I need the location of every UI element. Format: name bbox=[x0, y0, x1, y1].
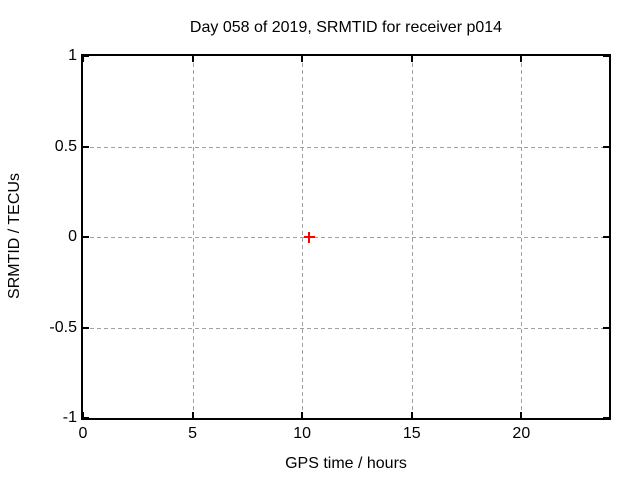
x-tick-mark-top bbox=[520, 56, 523, 62]
x-tick-label: 20 bbox=[512, 425, 531, 442]
y-gridline bbox=[83, 146, 609, 148]
x-tick-label: 5 bbox=[188, 425, 198, 442]
x-tick-mark-bottom bbox=[520, 412, 523, 418]
x-tick-mark-bottom bbox=[82, 412, 84, 418]
x-tick-mark-top bbox=[410, 56, 413, 62]
x-tick-mark-bottom bbox=[191, 412, 194, 418]
y-tick-mark-left bbox=[83, 326, 89, 329]
y-tick-mark-right bbox=[603, 145, 609, 148]
x-tick-mark-bottom bbox=[301, 412, 304, 418]
y-tick-mark-right bbox=[603, 417, 609, 419]
marker-vertical-arm bbox=[307, 232, 310, 243]
y-tick-label: -0.5 bbox=[49, 318, 77, 336]
y-tick-mark-right bbox=[603, 55, 609, 57]
x-tick-label: 0 bbox=[78, 425, 88, 442]
y-tick-mark-left bbox=[83, 236, 89, 238]
y-tick-mark-left bbox=[83, 417, 89, 419]
x-tick-mark-top bbox=[301, 56, 304, 62]
y-gridline bbox=[83, 237, 609, 238]
x-tick-mark-top bbox=[191, 56, 194, 62]
x-axis-label: GPS time / hours bbox=[285, 455, 407, 472]
y-tick-label: 0 bbox=[68, 228, 77, 245]
y-tick-mark-right bbox=[603, 326, 609, 329]
y-gridline bbox=[83, 327, 609, 329]
x-tick-mark-top bbox=[82, 56, 84, 62]
x-tick-label: 15 bbox=[402, 425, 421, 442]
y-tick-label: -1 bbox=[62, 409, 77, 426]
plot-area bbox=[81, 54, 611, 420]
y-tick-label: 1 bbox=[68, 47, 77, 64]
x-tick-label: 10 bbox=[293, 425, 312, 442]
x-tick-mark-bottom bbox=[410, 412, 413, 418]
y-tick-mark-right bbox=[603, 236, 609, 238]
chart-title: Day 058 of 2019, SRMTID for receiver p01… bbox=[189, 19, 503, 36]
y-tick-label: 0.5 bbox=[54, 137, 77, 155]
y-tick-mark-left bbox=[83, 55, 89, 57]
y-tick-mark-left bbox=[83, 145, 89, 148]
